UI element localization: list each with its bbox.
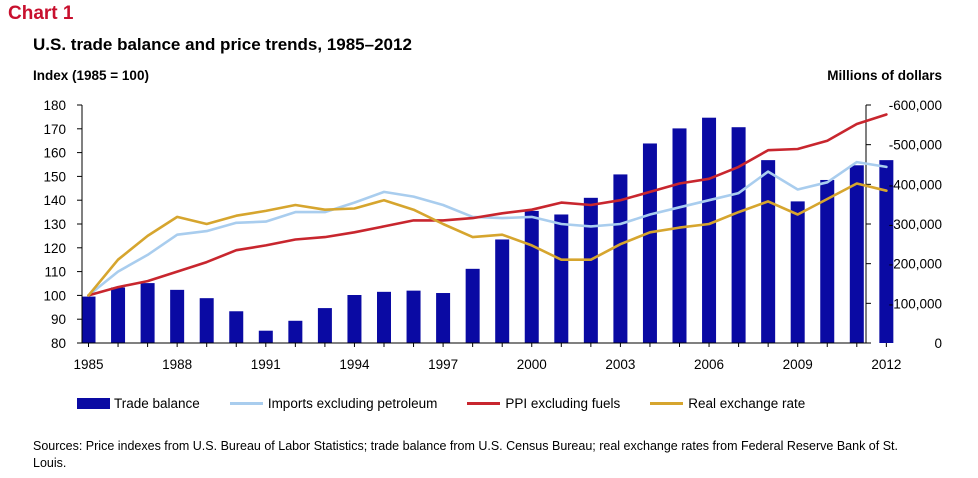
trade-balance-bar [495,239,510,343]
legend-item-exchange: Real exchange rate [650,396,805,411]
legend-label-imports: Imports excluding petroleum [267,395,438,411]
trade-balance-bar [820,179,835,343]
trade-balance-bar [317,308,332,343]
left-tick-label: 140 [43,193,66,208]
legend-label-exchange: Real exchange rate [688,395,806,411]
trade-balance-bar [672,128,687,343]
trade-balance-bar [761,160,776,343]
trade-balance-bar [229,311,244,343]
series-lines [87,113,888,297]
legend-item-ppi: PPI excluding fuels [467,396,620,411]
left-tick-label: 120 [43,241,66,256]
ppi-line [87,113,888,297]
trade-balance-bar [554,214,569,343]
x-tick-label: 1985 [73,357,103,372]
trade-balance-bar [849,165,864,343]
legend-label-trade-balance: Trade balance [114,395,200,411]
left-tick-label: 90 [51,312,66,327]
left-tick-label: 170 [43,122,66,137]
trade-balance-bar [140,283,155,343]
right-tick-label: -600,000 [889,98,942,113]
trade-balance-bar [288,320,303,343]
legend-label-ppi: PPI excluding fuels [505,395,621,411]
trade-balance-bar [879,160,894,343]
trade-balance-bar [377,291,391,343]
left-tick-label: 180 [43,98,66,113]
legend-swatch-ppi [467,401,501,405]
right-axis-title: Millions of dollars [827,68,942,83]
chart-label: Chart 1 [8,3,74,24]
imports-line [87,160,888,297]
trade-balance-bar [436,293,451,343]
exchange-rate-line [87,182,888,297]
right-tick-label: -500,000 [889,138,942,153]
left-tick-label: 130 [43,217,66,232]
right-tick-label: -300,000 [889,217,942,232]
trade-balance-bar [347,295,362,343]
right-tick-label: 0 [934,336,942,351]
trade-balance-bar [702,117,717,344]
trade-balance-bar [524,210,539,343]
trade-balance-bar [111,287,126,343]
trade-balance-bar [199,298,214,343]
x-tick-label: 2003 [605,357,635,372]
x-tick-label: 1994 [339,357,370,372]
trade-balance-bar [642,143,657,343]
legend-swatch-exchange [650,401,684,405]
trade-balance-bar [583,197,598,343]
right-tick-label: -400,000 [889,177,942,192]
legend-item-imports: Imports excluding petroleum [229,395,438,411]
x-tick-label: 1988 [162,357,192,372]
right-tick-label: -100,000 [889,296,942,311]
chart-title: U.S. trade balance and price trends, 198… [33,35,412,54]
legend-swatch-imports [229,401,263,405]
trade-balance-bar [731,127,746,343]
trade-balance-bar [258,330,273,343]
legend-swatch-trade-balance [77,397,110,409]
tick-labels: 180 170 160 150 140 130 120 110 100 90 80 -600,000 -… [43,98,942,372]
trade-balance-bar [613,174,628,343]
left-tick-label: 160 [43,146,66,161]
x-tick-label: 2000 [517,357,547,372]
right-tick-label: -200,000 [889,257,942,272]
source-note: Sources: Price indexes from U.S. Bureau … [33,439,898,470]
x-tick-label: 1997 [428,357,458,372]
trade-balance-bar [406,290,421,343]
left-tick-label: 150 [43,169,66,184]
x-tick-label: 1991 [251,357,281,372]
legend-item-trade-balance: Trade balance [77,396,200,411]
x-tick-label: 2012 [871,357,901,372]
trade-balance-bar [170,289,185,343]
x-tick-label: 2009 [783,357,813,372]
x-tick-label: 2006 [694,357,724,372]
axes [77,104,887,347]
left-axis-title: Index (1985 = 100) [33,68,149,83]
left-tick-label: 80 [51,336,66,351]
trade-balance-bar [81,296,96,343]
left-tick-label: 100 [43,288,66,303]
trade-balance-bar [465,268,480,343]
legend: Trade balance Imports excluding petroleu… [77,393,835,413]
trade-balance-bar [790,201,805,343]
left-tick-label: 110 [44,265,66,280]
